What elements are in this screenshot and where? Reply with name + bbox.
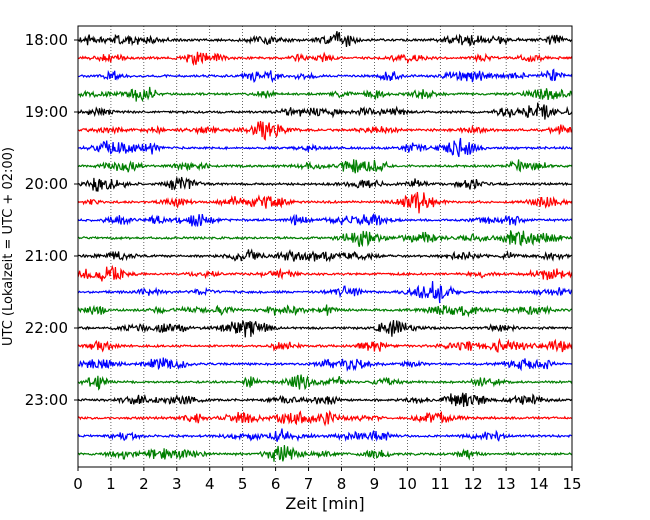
x-tick-label: 0 bbox=[73, 475, 83, 493]
x-tick-label: 13 bbox=[497, 475, 516, 493]
x-tick-label: 5 bbox=[238, 475, 248, 493]
x-tick-label: 6 bbox=[271, 475, 281, 493]
y-tick-label: 21:00 bbox=[25, 247, 68, 265]
y-tick-label: 23:00 bbox=[25, 391, 68, 409]
x-tick-label: 7 bbox=[304, 475, 314, 493]
trace-row bbox=[77, 68, 573, 84]
trace-row bbox=[77, 357, 573, 373]
trace-row bbox=[77, 230, 573, 248]
trace-row bbox=[77, 281, 573, 304]
x-tick-label: 12 bbox=[464, 475, 483, 493]
y-tick-label: 18:00 bbox=[25, 31, 68, 49]
x-tick-label: 15 bbox=[562, 475, 581, 493]
x-tick-label: 11 bbox=[431, 475, 450, 493]
trace-row bbox=[77, 120, 573, 141]
trace-row bbox=[77, 320, 573, 338]
plot-frame bbox=[77, 25, 573, 468]
seismogram-traces bbox=[77, 31, 573, 462]
trace-row bbox=[77, 86, 573, 103]
x-tick-label: 10 bbox=[398, 475, 417, 493]
y-tick-label: 22:00 bbox=[25, 319, 68, 337]
trace-row bbox=[77, 337, 573, 353]
x-tick-label: 9 bbox=[370, 475, 380, 493]
trace-row bbox=[77, 374, 573, 391]
trace-row bbox=[77, 428, 573, 442]
trace-row bbox=[77, 159, 573, 174]
x-axis: 0 1 2 3 4 5 6 7 8 9 10 11 12 13 14 15 bbox=[73, 467, 582, 493]
trace-row bbox=[77, 304, 573, 318]
trace-row bbox=[77, 51, 573, 67]
trace-row bbox=[77, 248, 573, 263]
trace-row bbox=[77, 191, 573, 214]
y-axis-label: UTC (Lokalzeit = UTC + 02:00) bbox=[1, 147, 16, 346]
y-tick-label: 19:00 bbox=[25, 103, 68, 121]
x-tick-label: 2 bbox=[139, 475, 149, 493]
x-tick-label: 14 bbox=[530, 475, 549, 493]
trace-row bbox=[77, 445, 573, 462]
trace-row bbox=[77, 264, 573, 282]
trace-row bbox=[77, 137, 573, 158]
trace-row bbox=[77, 409, 573, 427]
trace-row bbox=[77, 392, 573, 407]
x-axis-label: Zeit [min] bbox=[285, 494, 364, 513]
y-axis: 18:00 19:00 20:00 21:00 22:00 23:00 bbox=[25, 31, 78, 409]
trace-row bbox=[77, 176, 573, 192]
x-tick-label: 3 bbox=[172, 475, 182, 493]
x-tick-label: 1 bbox=[106, 475, 116, 493]
x-tick-label: 8 bbox=[337, 475, 347, 493]
x-tick-label: 4 bbox=[205, 475, 215, 493]
trace-row bbox=[77, 31, 573, 48]
trace-row bbox=[77, 102, 573, 120]
y-tick-label: 20:00 bbox=[25, 175, 68, 193]
trace-row bbox=[77, 212, 573, 228]
